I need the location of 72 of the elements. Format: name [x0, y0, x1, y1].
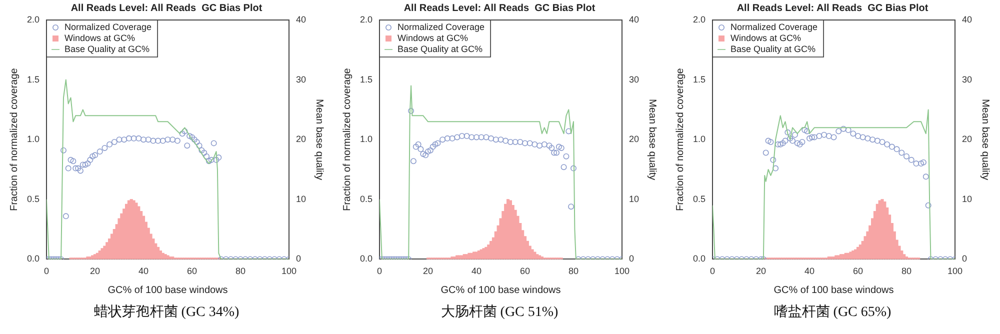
x-tick-label: 0	[377, 266, 382, 276]
y2-axis-title: Mean base quality	[313, 99, 324, 180]
x-axis-title: GC% of 100 base windows	[440, 284, 561, 296]
legend-label: Normalized Coverage	[730, 22, 818, 32]
y-axis-title: Fraction of normalized coverage	[674, 68, 686, 212]
legend-label: Windows at GC%	[64, 32, 136, 43]
y2-tick-label: 20	[296, 134, 306, 144]
y-tick-label: 1.5	[26, 74, 40, 84]
y-axis-title: Fraction of normalized coverage	[342, 68, 353, 212]
legend-label: Normalized Coverage	[398, 22, 485, 32]
y2-tick-label: 20	[962, 134, 972, 144]
x-tick-label: 80	[235, 266, 246, 276]
y-tick-label: 2.0	[360, 14, 373, 24]
x-tick-label: 60	[852, 266, 864, 276]
x-tick-label: 80	[901, 266, 912, 276]
y2-tick-label: 30	[628, 74, 640, 84]
x-tick-label: 100	[947, 266, 963, 276]
legend-label: Base Quality at GC%	[64, 44, 150, 54]
y-tick-label: 1.5	[360, 74, 373, 84]
y-tick-label: 1.5	[692, 74, 706, 84]
y-tick-label: 2.0	[26, 14, 40, 24]
chart-title: All Reads Level: All Reads GC Bias Plot	[404, 2, 596, 14]
y-tick-label: 0.5	[692, 194, 706, 204]
y-axis-title: Fraction of normalized coverage	[8, 68, 20, 212]
x-tick-label: 20	[90, 266, 100, 276]
text: 嗜盐杆菌 (GC 65%)	[772, 303, 892, 322]
y2-axis-title: Mean base quality	[979, 99, 990, 180]
y-tick-label: 0.0	[692, 254, 706, 264]
y2-tick-label: 10	[962, 194, 972, 204]
legend-label: Base Quality at GC%	[730, 44, 816, 54]
chart-title: All Reads Level: All Reads GC Bias Plot	[70, 2, 263, 14]
y2-tick-label: 0	[962, 254, 968, 264]
y2-tick-label: 10	[628, 194, 640, 204]
text: 蜡状芽孢杆菌 (GC 34%)	[92, 304, 240, 322]
legend-label: Windows at GC%	[730, 32, 802, 43]
x-tick-label: 20	[756, 266, 766, 276]
x-axis-title: GC% of 100 base windows	[774, 284, 894, 296]
legend-label: Normalized Coverage	[64, 22, 152, 32]
x-tick-label: 100	[614, 266, 630, 276]
y2-tick-label: 10	[296, 194, 306, 204]
x-tick-label: 0	[710, 266, 716, 276]
y2-tick-label: 0	[296, 254, 302, 264]
y2-tick-label: 30	[962, 74, 972, 84]
x-tick-label: 80	[568, 266, 578, 276]
x-tick-label: 40	[138, 266, 149, 276]
x-axis-title: GC% of 100 base windows	[108, 284, 228, 296]
y2-tick-label: 40	[628, 14, 640, 24]
x-tick-label: 40	[804, 266, 815, 276]
y2-axis-title: Mean base quality	[646, 99, 658, 180]
x-tick-label: 60	[186, 266, 198, 276]
y2-tick-label: 40	[296, 14, 306, 24]
y-tick-label: 1.0	[26, 134, 40, 144]
y2-tick-label: 40	[962, 14, 972, 24]
x-tick-label: 40	[471, 266, 482, 276]
legend-label: Base Quality at GC%	[398, 44, 483, 54]
y-tick-label: 2.0	[692, 14, 706, 24]
x-tick-label: 0	[44, 266, 50, 276]
x-tick-label: 60	[520, 266, 530, 276]
y-tick-label: 1.0	[692, 134, 706, 144]
legend-label: Windows at GC%	[398, 32, 468, 43]
y-tick-label: 0.5	[360, 194, 373, 204]
y2-tick-label: 0	[628, 254, 634, 264]
text: 大肠杆菌 (GC 51%)	[440, 304, 560, 322]
y-tick-label: 0.5	[26, 194, 40, 204]
y-tick-label: 0.0	[26, 254, 40, 264]
y2-tick-label: 30	[296, 74, 306, 84]
y2-tick-label: 20	[628, 134, 640, 144]
y-tick-label: 0.0	[360, 254, 373, 264]
y-tick-label: 1.0	[360, 134, 373, 144]
x-tick-label: 100	[281, 266, 297, 276]
x-tick-label: 20	[423, 266, 434, 276]
chart-title: All Reads Level: All Reads GC Bias Plot	[736, 2, 929, 14]
